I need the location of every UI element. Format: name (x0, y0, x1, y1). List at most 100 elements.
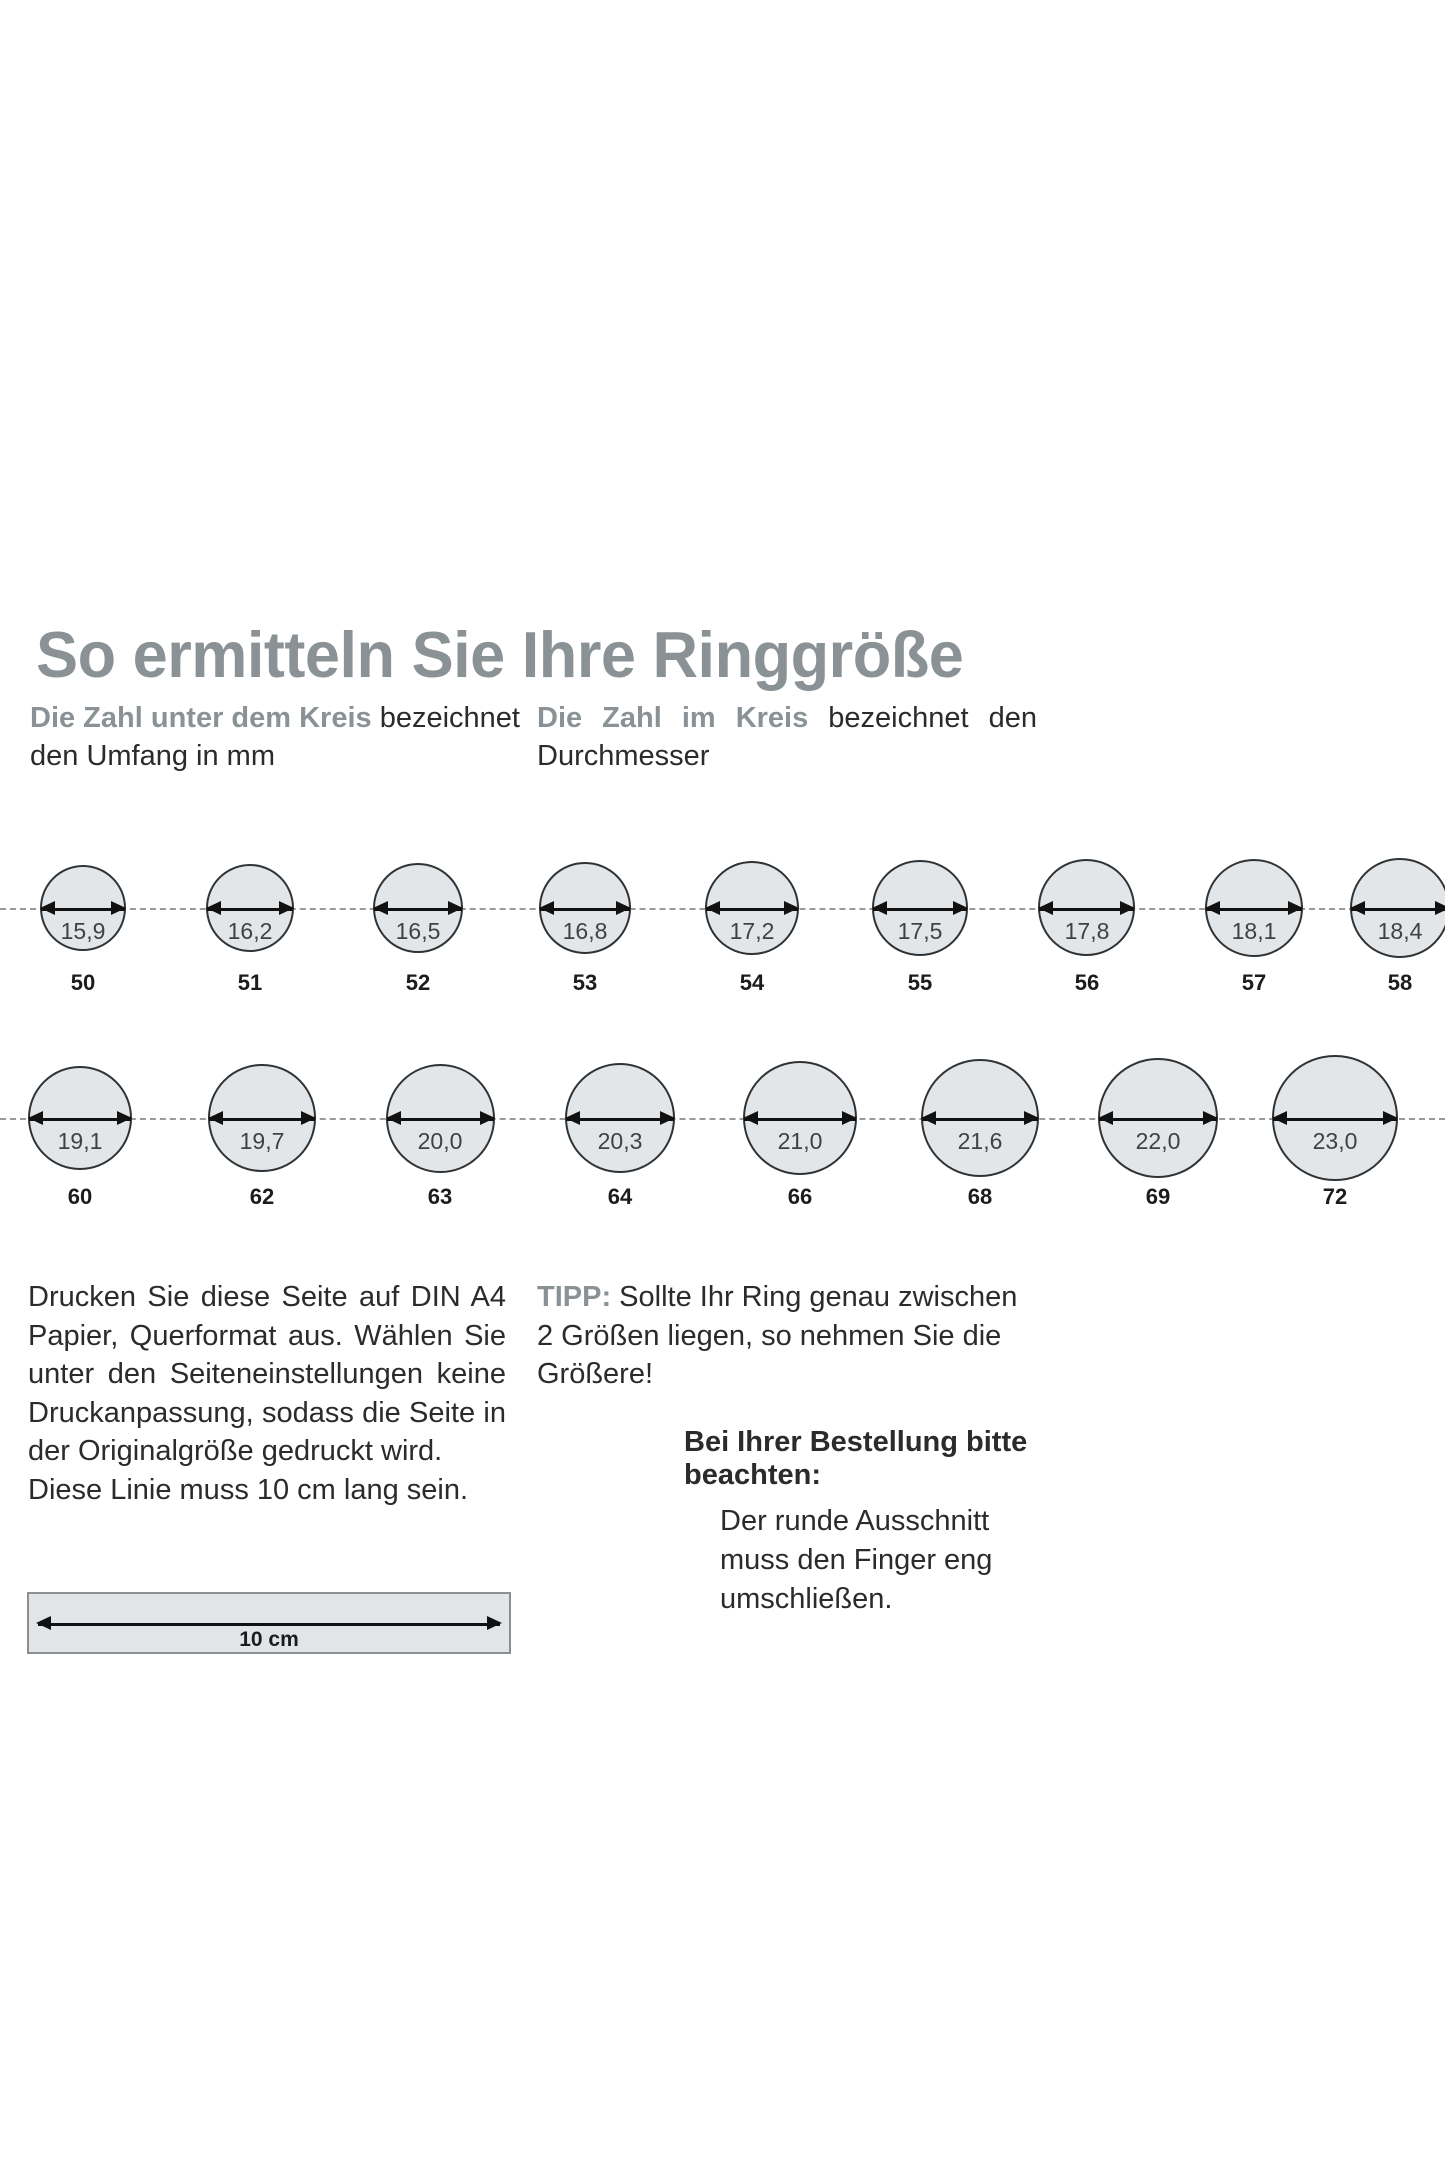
circumference-label: 55 (907, 970, 933, 995)
order-note-body: Der runde Ausschnitt muss den Finger eng… (720, 1504, 993, 1616)
arrow-right-icon (1382, 1111, 1398, 1125)
circumference-label: 69 (1145, 1184, 1171, 1209)
arrow-right-icon (615, 901, 631, 915)
ring-row-1: 15,9 50 16,2 51 16,5 52 16,8 53 17,2 54 17,5 55 17,8… (0, 830, 1445, 1020)
arrow-right-icon (1023, 1111, 1039, 1125)
arrow-left-icon (705, 901, 721, 915)
arrow-right-icon (479, 1111, 495, 1125)
arrow-left-icon (1272, 1111, 1288, 1125)
arrow-left-icon (742, 1111, 758, 1125)
arrow-left-icon (539, 901, 555, 915)
diameter-label: 17,2 (729, 918, 775, 944)
arrow-left-icon (921, 1111, 937, 1125)
lead-left-rest: bezeichnet den Umfang in mm (30, 702, 520, 772)
diameter-arrow-line (1273, 1118, 1397, 1121)
arrow-left-icon (1038, 901, 1054, 915)
circumference-label: 68 (967, 1184, 993, 1209)
arrow-right-icon (952, 901, 968, 915)
diameter-label: 16,8 (562, 918, 608, 944)
baseline-dashed-row-2 (0, 1118, 1445, 1120)
diameter-arrow-line (743, 1118, 857, 1121)
circumference-label: 62 (249, 1184, 275, 1209)
arrow-left-icon (1204, 901, 1220, 915)
arrow-left-icon (872, 901, 888, 915)
arrow-left-icon (39, 901, 55, 915)
arrow-right-icon (300, 1111, 316, 1125)
page-title: So ermitteln Sie Ihre Ringgröße (36, 617, 964, 691)
diameter-arrow-line (206, 908, 294, 911)
diameter-arrow-line (922, 1118, 1038, 1121)
tip-block: TIPP: Sollte Ihr Ring genau zwischen 2 G… (537, 1278, 1037, 1394)
diameter-arrow-line (28, 1118, 132, 1121)
diameter-arrow-line (873, 908, 967, 911)
diameter-label: 21,0 (777, 1128, 823, 1154)
circumference-label: 58 (1387, 970, 1413, 995)
diameter-arrow-line (565, 1118, 675, 1121)
arrow-left-icon (36, 1616, 51, 1630)
arrow-left-icon (208, 1111, 224, 1125)
arrow-right-icon (842, 1111, 858, 1125)
circumference-label: 50 (70, 970, 96, 995)
ruler-10cm: 10 cm (27, 1592, 511, 1654)
arrow-left-icon (1098, 1111, 1114, 1125)
diameter-label: 22,0 (1135, 1128, 1181, 1154)
circumference-label: 51 (237, 970, 263, 995)
diameter-arrow-line (386, 1118, 494, 1121)
arrow-left-icon (1349, 901, 1365, 915)
print-instructions-main: Drucken Sie diese Seite auf DIN A4 Papie… (28, 1281, 506, 1468)
circumference-label: 54 (739, 970, 765, 995)
arrow-right-icon (1435, 901, 1445, 915)
diameter-arrow-line (374, 908, 462, 911)
ruler-arrow-line (38, 1623, 500, 1626)
arrow-right-icon (117, 1111, 133, 1125)
ring-circle (539, 862, 631, 954)
ring-circle (921, 1059, 1039, 1177)
diameter-arrow-line (1099, 1118, 1217, 1121)
circumference-label: 52 (405, 970, 431, 995)
order-note-block: Bei Ihrer Bestellung bitte beachten: Der… (684, 1426, 1044, 1620)
lead-right-rest: bezeichnet den Durchmesser (537, 702, 1037, 772)
lead-left-highlight: Die Zahl unter dem Kreis (30, 702, 372, 734)
lead-text-left: Die Zahl unter dem Kreis bezeichnet den … (30, 700, 525, 775)
diameter-label: 18,1 (1231, 918, 1277, 944)
arrow-left-icon (27, 1111, 43, 1125)
ring-row-2: 19,1 60 19,7 62 20,0 63 20,3 64 21,0 66 21,6 68 22,0… (0, 1020, 1445, 1235)
diameter-arrow-line (1205, 908, 1303, 911)
circumference-label: 66 (787, 1184, 813, 1209)
diameter-label: 20,0 (417, 1128, 463, 1154)
arrow-left-icon (373, 901, 389, 915)
arrow-right-icon (487, 1616, 502, 1630)
diameter-label: 19,1 (57, 1128, 103, 1154)
circumference-label: 60 (67, 1184, 93, 1209)
diameter-label: 20,3 (597, 1128, 643, 1154)
diameter-label: 18,4 (1377, 918, 1423, 944)
diameter-label: 17,5 (897, 918, 943, 944)
circumference-label: 56 (1074, 970, 1100, 995)
arrow-left-icon (385, 1111, 401, 1125)
ring-circle (1204, 858, 1304, 958)
circumference-label: 57 (1241, 970, 1267, 995)
diameter-arrow-line (540, 908, 630, 911)
arrow-right-icon (447, 901, 463, 915)
diameter-label: 19,7 (239, 1128, 285, 1154)
arrow-right-icon (1120, 901, 1136, 915)
circumference-label: 53 (572, 970, 598, 995)
arrow-right-icon (1288, 901, 1304, 915)
arrow-right-icon (783, 901, 799, 915)
arrow-right-icon (279, 901, 295, 915)
arrow-right-icon (111, 901, 127, 915)
arrow-left-icon (564, 1111, 580, 1125)
diameter-arrow-line (706, 908, 798, 911)
diameter-arrow-line (209, 1118, 315, 1121)
print-instructions-line-note: Diese Linie muss 10 cm lang sein. (28, 1473, 469, 1506)
ring-circle (1272, 1055, 1398, 1181)
ruler-label: 10 cm (239, 1628, 299, 1651)
tip-text: Sollte Ihr Ring genau zwischen 2 Größen … (537, 1281, 1018, 1391)
lead-text-right: Die Zahl im Kreis bezeichnet den Durchme… (537, 700, 1037, 775)
diameter-arrow-line (40, 908, 126, 911)
diameter-label: 17,8 (1064, 918, 1110, 944)
circumference-label: 72 (1322, 1184, 1348, 1209)
order-note-headline: Bei Ihrer Bestellung bitte beachten: (684, 1426, 1028, 1491)
diameter-label: 16,2 (227, 918, 273, 944)
